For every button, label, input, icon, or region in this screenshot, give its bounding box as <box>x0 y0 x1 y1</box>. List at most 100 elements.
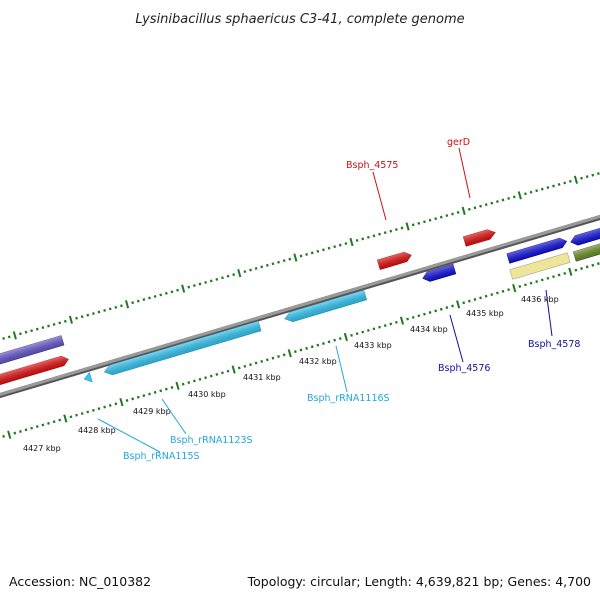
minor-tick <box>495 291 499 295</box>
minor-tick <box>327 246 331 250</box>
minor-tick <box>271 262 275 266</box>
minor-tick <box>366 328 370 332</box>
minor-tick <box>142 298 146 302</box>
minor-tick <box>467 207 471 211</box>
gene-blue-upper-1[interactable] <box>506 236 568 264</box>
gene-purple-left[interactable] <box>0 335 65 367</box>
gene-olive-right[interactable] <box>572 241 600 262</box>
minor-tick <box>529 281 533 285</box>
minor-tick <box>108 403 112 407</box>
gene-bsph-rrna115s[interactable] <box>83 371 93 384</box>
minor-tick <box>58 321 62 325</box>
minor-tick <box>293 350 297 354</box>
gene-label-gerd[interactable]: gerD <box>447 137 470 148</box>
minor-tick <box>86 313 90 317</box>
gene-bsph-rrna1116s[interactable] <box>283 289 368 323</box>
minor-tick <box>193 284 196 288</box>
minor-tick <box>484 294 488 298</box>
gene-label-rrna1123s[interactable]: Bsph_rRNA1123S <box>170 435 253 446</box>
minor-tick <box>585 265 589 269</box>
minor-tick <box>92 312 95 316</box>
kbp-label: 4431 kbp <box>243 373 281 382</box>
minor-tick <box>80 315 84 319</box>
minor-tick <box>389 229 393 233</box>
minor-tick <box>226 274 230 278</box>
minor-tick <box>187 285 191 289</box>
minor-tick <box>209 279 213 283</box>
minor-tick <box>411 315 415 319</box>
gene-label-rrna115s[interactable]: Bsph_rRNA115S <box>123 451 200 462</box>
kbp-label: 4433 kbp <box>354 341 392 350</box>
major-tick <box>512 283 517 293</box>
minor-tick <box>327 340 331 344</box>
major-tick <box>293 253 298 262</box>
gene-bsph-4576[interactable] <box>421 263 457 283</box>
minor-tick <box>35 425 39 429</box>
minor-tick <box>288 257 292 261</box>
gene-label-bsph-4575[interactable]: Bsph_4575 <box>346 160 398 171</box>
minor-tick <box>282 353 286 357</box>
gene-label-rrna1116s[interactable]: Bsph_rRNA1116S <box>307 393 390 404</box>
gene-bsph-rrna1123s[interactable] <box>103 320 262 377</box>
minor-tick <box>153 294 157 298</box>
minor-tick <box>41 326 45 330</box>
minor-tick <box>204 376 208 380</box>
minor-tick <box>557 273 561 277</box>
minor-tick <box>596 262 600 266</box>
gene-blue-upper-2[interactable] <box>569 225 600 247</box>
major-tick <box>287 349 292 358</box>
minor-tick <box>176 288 179 292</box>
minor-tick <box>2 336 5 340</box>
minor-tick <box>142 394 146 398</box>
major-tick <box>399 316 405 325</box>
minor-tick <box>479 204 482 208</box>
kbp-label: 4428 kbp <box>78 426 116 435</box>
minor-tick <box>411 223 415 227</box>
minor-tick <box>507 288 511 292</box>
kbp-label: 4435 kbp <box>466 309 504 318</box>
map-title: Lysinibacillus sphaericus C3-41, complet… <box>135 12 464 27</box>
minor-tick <box>434 309 438 313</box>
upper-tick-row <box>2 172 600 340</box>
minor-tick <box>568 179 572 183</box>
minor-tick <box>507 196 510 200</box>
minor-tick <box>310 251 314 255</box>
minor-tick <box>378 325 381 329</box>
minor-tick <box>574 268 578 272</box>
minor-tick <box>473 206 477 210</box>
minor-tick <box>103 405 107 409</box>
minor-tick <box>395 228 398 232</box>
major-tick <box>63 414 68 423</box>
minor-tick <box>164 387 168 391</box>
gene-label-bsph-4578[interactable]: Bsph_4578 <box>528 339 580 350</box>
minor-tick <box>316 343 320 347</box>
minor-tick <box>434 217 438 221</box>
minor-tick <box>540 187 544 191</box>
major-tick <box>517 191 522 200</box>
minor-tick <box>2 434 6 438</box>
minor-tick <box>19 430 22 433</box>
minor-tick <box>322 342 325 345</box>
minor-tick <box>243 364 247 368</box>
minor-tick <box>394 320 398 324</box>
minor-tick <box>501 198 505 202</box>
minor-tick <box>451 304 454 308</box>
minor-tick <box>170 290 174 294</box>
gene-red-left[interactable] <box>0 354 70 388</box>
major-tick <box>343 332 348 342</box>
minor-tick <box>378 232 381 236</box>
gene-gerd[interactable] <box>462 228 497 247</box>
minor-tick <box>187 381 191 385</box>
minor-tick <box>383 324 387 328</box>
minor-tick <box>30 426 34 430</box>
minor-tick <box>164 291 168 295</box>
minor-tick <box>13 431 17 435</box>
minor-tick <box>535 280 539 284</box>
gene-bsph-4578[interactable] <box>509 252 571 280</box>
minor-tick <box>580 176 583 180</box>
minor-tick <box>237 366 241 370</box>
gene-bsph-4575[interactable] <box>376 250 412 270</box>
minor-tick <box>563 271 567 275</box>
major-tick <box>456 300 461 309</box>
gene-label-bsph-4576[interactable]: Bsph_4576 <box>438 363 490 374</box>
